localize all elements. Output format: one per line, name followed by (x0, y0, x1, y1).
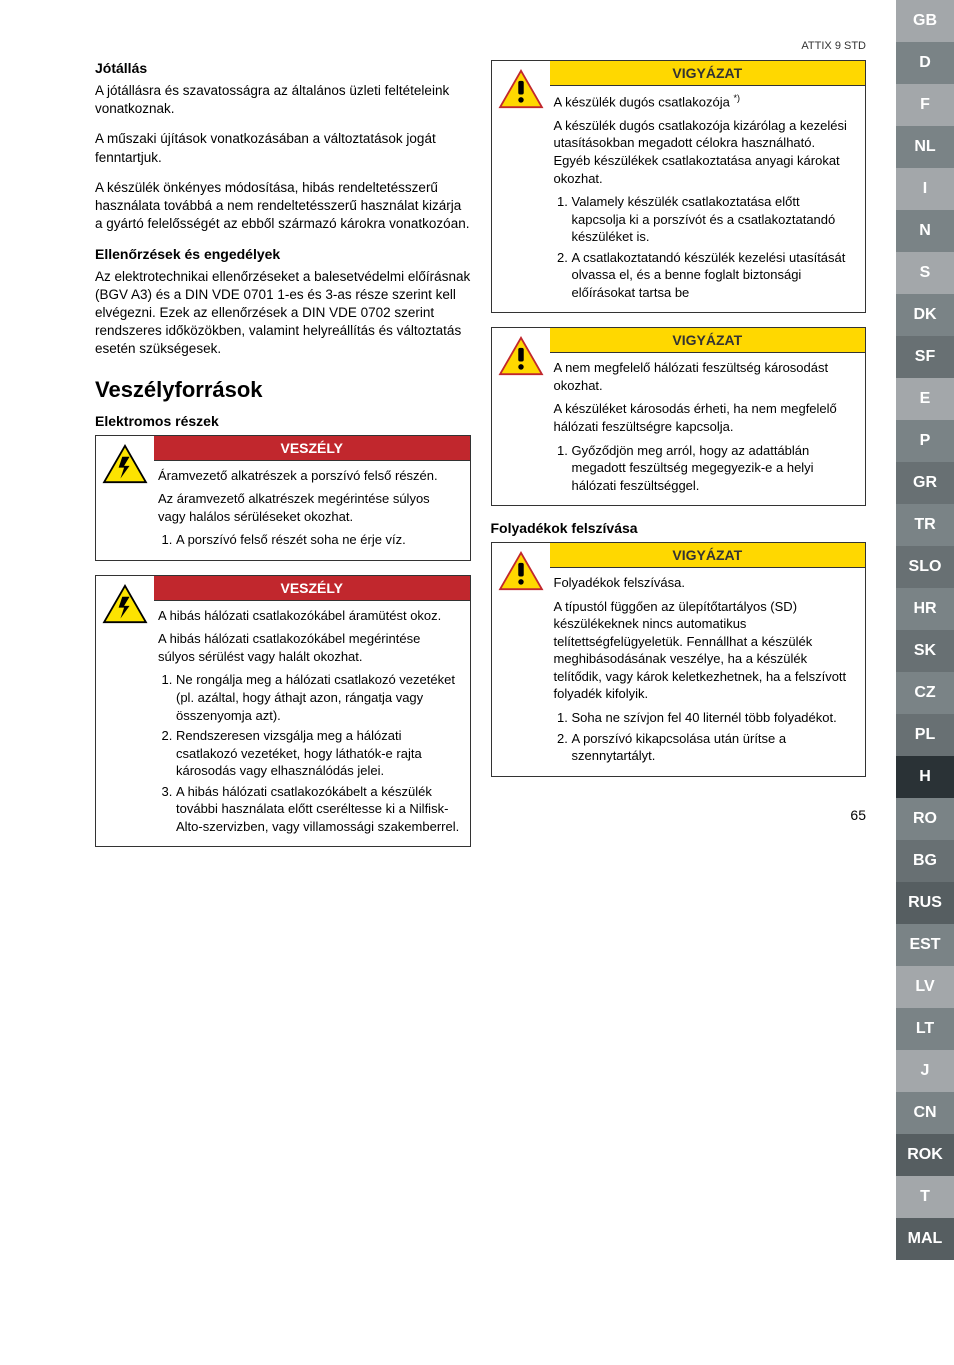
body-text: Az elektrotechnikai ellenőrzéseket a bal… (95, 268, 471, 359)
box-body: VIGYÁZAT Folyadékok felszívása. A típust… (550, 543, 866, 775)
lang-tab-est[interactable]: EST (896, 924, 954, 966)
lang-tab-bg[interactable]: BG (896, 840, 954, 882)
lang-tab-ro[interactable]: RO (896, 798, 954, 840)
hazards-heading: Veszélyforrások (95, 377, 471, 403)
lang-tab-rus[interactable]: RUS (896, 882, 954, 924)
box-body: VESZÉLY A hibás hálózati csatlakozókábel… (154, 576, 470, 847)
text: A készülék dugós csatlakozója (554, 94, 734, 109)
lang-tab-gr[interactable]: GR (896, 462, 954, 504)
hazard-text: Folyadékok felszívása. (554, 574, 856, 592)
lang-tab-cn[interactable]: CN (896, 1092, 954, 1134)
footnote-mark: *) (733, 93, 740, 103)
caution-icon (492, 543, 550, 775)
hazard-text: A hibás hálózati csatlakozókábel áramüté… (158, 607, 460, 625)
caution-box: VIGYÁZAT A nem megfelelő hálózati feszül… (491, 327, 867, 506)
electrical-heading: Elektromos részek (95, 413, 471, 429)
box-body: VIGYÁZAT A nem megfelelő hálózati feszül… (550, 328, 866, 505)
lang-tab-sf[interactable]: SF (896, 336, 954, 378)
lang-tab-n[interactable]: N (896, 210, 954, 252)
lang-tab-p[interactable]: P (896, 420, 954, 462)
lang-tab-lt[interactable]: LT (896, 1008, 954, 1050)
lang-tab-slo[interactable]: SLO (896, 546, 954, 588)
box-body: VESZÉLY Áramvezető alkatrészek a porszív… (154, 436, 470, 560)
lang-tab-sk[interactable]: SK (896, 630, 954, 672)
hazard-text: Az áramvezető alkatrészek megérintése sú… (158, 490, 460, 525)
lang-tab-f[interactable]: F (896, 84, 954, 126)
lang-tab-lv[interactable]: LV (896, 966, 954, 1008)
warranty-heading: Jótállás (95, 60, 471, 76)
hazard-text: A készülék dugós csatlakozója kizárólag … (554, 117, 856, 187)
danger-box: VESZÉLY Áramvezető alkatrészek a porszív… (95, 435, 471, 561)
left-column: Jótállás A jótállásra és szavatosságra a… (95, 60, 471, 861)
body-text: A jótállásra és szavatosságra az általán… (95, 82, 471, 118)
hazard-step: Soha ne szívjon fel 40 liternél több fol… (572, 709, 856, 727)
lang-tab-nl[interactable]: NL (896, 126, 954, 168)
lang-tab-e[interactable]: E (896, 378, 954, 420)
caution-title: VIGYÁZAT (550, 61, 866, 86)
hazard-text: A készülék dugós csatlakozója *) (554, 92, 856, 111)
hazard-text: A hibás hálózati csatlakozókábel megérin… (158, 630, 460, 665)
checks-heading: Ellenőrzések és engedélyek (95, 246, 471, 262)
caution-title: VIGYÁZAT (550, 328, 866, 353)
lang-tab-i[interactable]: I (896, 168, 954, 210)
document-content: ATTIX 9 STD Jótállás A jótállásra és sza… (0, 0, 896, 1260)
hazard-text: A típustól függően az ülepítőtartályos (… (554, 598, 856, 703)
body-text: A műszaki újítások vonatkozásában a vált… (95, 130, 471, 166)
lang-tab-gb[interactable]: GB (896, 0, 954, 42)
hazard-text: A nem megfelelő hálózati feszültség káro… (554, 359, 856, 394)
caution-box: VIGYÁZAT Folyadékok felszívása. A típust… (491, 542, 867, 776)
hazard-step: A porszívó kikapcsolása után ürítse a sz… (572, 730, 856, 765)
lang-tab-d[interactable]: D (896, 42, 954, 84)
body-text: A készülék önkényes módosítása, hibás re… (95, 179, 471, 234)
lang-tab-j[interactable]: J (896, 1050, 954, 1092)
hazard-step: A porszívó felső részét soha ne érje víz… (176, 531, 460, 549)
hazard-text: A készüléket károsodás érheti, ha nem me… (554, 400, 856, 435)
box-text: A hibás hálózati csatlakozókábel áramüté… (154, 601, 470, 847)
model-label: ATTIX 9 STD (95, 40, 866, 52)
lang-tab-tr[interactable]: TR (896, 504, 954, 546)
danger-box: VESZÉLY A hibás hálózati csatlakozókábel… (95, 575, 471, 848)
lang-tab-mal[interactable]: MAL (896, 1218, 954, 1260)
caution-icon (492, 328, 550, 505)
lang-tab-hr[interactable]: HR (896, 588, 954, 630)
box-body: VIGYÁZAT A készülék dugós csatlakozója *… (550, 61, 866, 312)
page-root: ATTIX 9 STD Jótállás A jótállásra és sza… (0, 0, 954, 1260)
right-column: VIGYÁZAT A készülék dugós csatlakozója *… (491, 60, 867, 861)
hazard-step: Ne rongálja meg a hálózati csatlakozó ve… (176, 671, 460, 724)
language-sidebar: GB D F NL I N S DK SF E P GR TR SLO HR S… (896, 0, 954, 1260)
page-number: 65 (491, 807, 867, 823)
lang-tab-h-active[interactable]: H (896, 756, 954, 798)
lang-tab-s[interactable]: S (896, 252, 954, 294)
box-text: A nem megfelelő hálózati feszültség káro… (550, 353, 866, 505)
liquids-heading: Folyadékok felszívása (491, 520, 867, 536)
caution-icon (492, 61, 550, 312)
lang-tab-dk[interactable]: DK (896, 294, 954, 336)
hazard-step: Győződjön meg arról, hogy az adattáblán … (572, 442, 856, 495)
two-column-layout: Jótállás A jótállásra és szavatosságra a… (95, 60, 866, 861)
hazard-step: Valamely készülék csatlakoztatása előtt … (572, 193, 856, 246)
lang-tab-cz[interactable]: CZ (896, 672, 954, 714)
lang-tab-t[interactable]: T (896, 1176, 954, 1218)
danger-title: VESZÉLY (154, 436, 470, 461)
lang-tab-pl[interactable]: PL (896, 714, 954, 756)
lang-tab-rok[interactable]: ROK (896, 1134, 954, 1176)
caution-box: VIGYÁZAT A készülék dugós csatlakozója *… (491, 60, 867, 313)
danger-icon (96, 576, 154, 847)
hazard-step: A hibás hálózati csatlakozókábelt a kész… (176, 783, 460, 836)
hazard-step: A csatlakoztatandó készülék kezelési uta… (572, 249, 856, 302)
caution-title: VIGYÁZAT (550, 543, 866, 568)
hazard-step: Rendszeresen vizsgálja meg a hálózati cs… (176, 727, 460, 780)
danger-title: VESZÉLY (154, 576, 470, 601)
box-text: Áramvezető alkatrészek a porszívó felső … (154, 461, 470, 560)
box-text: Folyadékok felszívása. A típustól függőe… (550, 568, 866, 775)
box-text: A készülék dugós csatlakozója *) A készü… (550, 86, 866, 312)
hazard-text: Áramvezető alkatrészek a porszívó felső … (158, 467, 460, 485)
danger-icon (96, 436, 154, 560)
